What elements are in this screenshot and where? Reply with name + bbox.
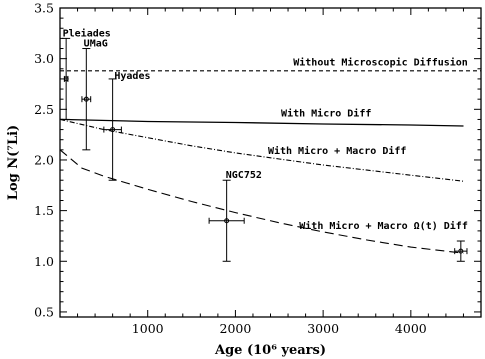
data-point: [458, 248, 464, 254]
y-tick-label: 2.5: [34, 102, 54, 117]
series-label: With Micro Diff: [281, 107, 371, 119]
cluster-point: [103, 78, 122, 181]
cluster-point: [62, 37, 71, 120]
y-tick-label: 3.0: [34, 51, 54, 66]
y-tick-label: 1.0: [34, 254, 54, 269]
labels: Without Microscopic Diffusion With Micro …: [63, 27, 468, 231]
data-point: [63, 76, 69, 82]
y-tick-label: 3.5: [34, 1, 54, 16]
x-tick-label: 2000: [220, 321, 252, 336]
curves: [59, 70, 481, 254]
data-point: [224, 218, 230, 224]
cluster-label: Hyades: [114, 71, 150, 82]
cluster-point: [81, 48, 92, 151]
plot-frame: [59, 7, 482, 318]
data-point: [83, 96, 89, 102]
y-tick-label: 1.5: [34, 203, 54, 218]
series-label: With Micro + Macro Diff: [268, 145, 406, 157]
cluster-label: Pleiades: [63, 27, 111, 39]
series-line: [59, 118, 464, 182]
series-label: With Micro + Macro Ω(t) Diff: [299, 220, 468, 232]
series-label: Without Microscopic Diffusion: [293, 57, 468, 69]
cluster-label: NGC752: [226, 170, 262, 181]
y-tick-label: 0.5: [34, 304, 54, 319]
cluster-points: [62, 37, 468, 262]
y-axis-label: Log N(⁷Li): [6, 125, 21, 200]
x-axis-label: Age (10⁶ years): [214, 343, 326, 358]
ticks: 0.5 1.0 1.5 2.0 2.5 3.0 3.5 1000 2000 3000 4000: [34, 1, 482, 336]
x-tick-label: 1000: [132, 321, 164, 336]
data-point: [110, 127, 116, 133]
x-tick-label: 4000: [395, 321, 427, 336]
x-tick-label: 3000: [307, 321, 339, 336]
cluster-label: UMaG: [84, 38, 108, 49]
cluster-point: [454, 240, 468, 262]
y-tick-label: 2.0: [34, 152, 54, 167]
series-line: [59, 149, 464, 254]
cluster-point: [208, 179, 245, 262]
series-line: [59, 118, 464, 127]
